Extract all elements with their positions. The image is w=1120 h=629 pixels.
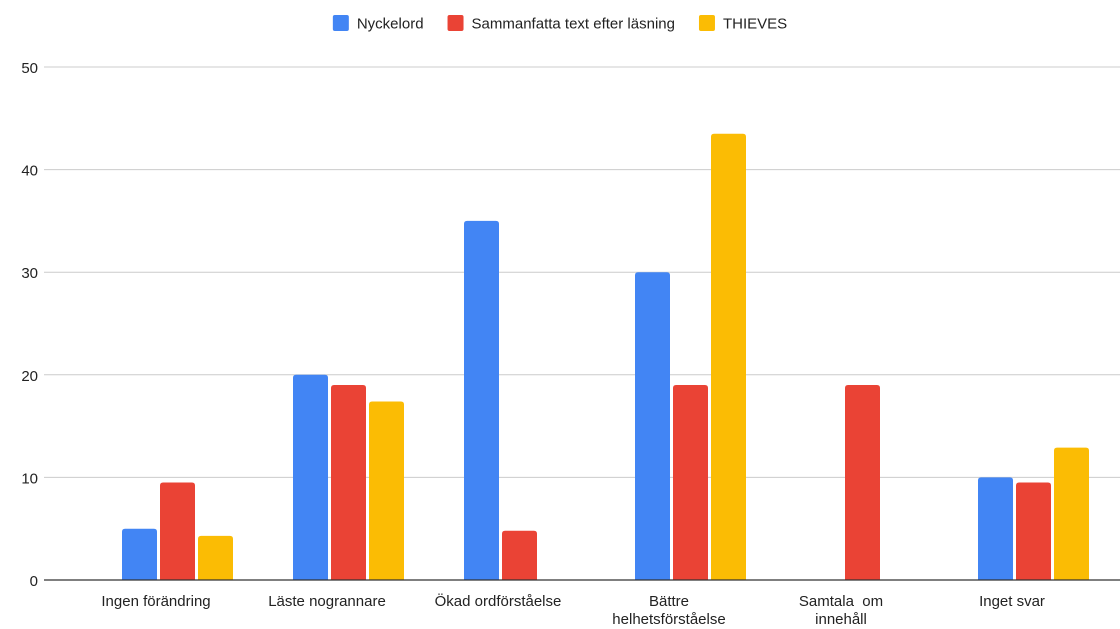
x-tick-label: Ökad ordförståelse (435, 592, 562, 610)
bar (1016, 483, 1051, 580)
legend-swatch (333, 15, 349, 31)
legend-swatch (448, 15, 464, 31)
bar (502, 531, 537, 580)
x-tick-label: Samtala om (799, 593, 883, 610)
bar (711, 134, 746, 580)
y-tick-label: 50 (21, 60, 38, 77)
x-tick-label: Inget svar (979, 593, 1045, 610)
y-tick-label: 10 (21, 470, 38, 487)
bar (1054, 448, 1089, 580)
y-tick-label: 20 (21, 368, 38, 385)
bar (293, 375, 328, 580)
legend-label: Sammanfatta text efter läsning (472, 16, 675, 33)
y-tick-label: 40 (21, 163, 38, 180)
bar (198, 536, 233, 580)
x-tick-label: Ingen förändring (101, 593, 210, 610)
legend-label: THIEVES (723, 16, 787, 33)
x-tick-label: Läste nogrannare (268, 593, 386, 610)
x-tick-label: innehåll (815, 611, 867, 624)
x-tick-label: Bättre (649, 593, 689, 610)
bar (122, 529, 157, 580)
bar (845, 385, 880, 580)
y-tick-label: 0 (30, 573, 38, 590)
bar (331, 385, 366, 580)
bar (160, 483, 195, 580)
bar (635, 272, 670, 580)
x-tick-label: helhetsförståelse (612, 611, 725, 624)
bar (369, 401, 404, 580)
bar (978, 477, 1013, 580)
bar (464, 221, 499, 580)
legend-label: Nyckelord (357, 16, 424, 33)
legend-swatch (699, 15, 715, 31)
bar (673, 385, 708, 580)
y-tick-label: 30 (21, 265, 38, 282)
